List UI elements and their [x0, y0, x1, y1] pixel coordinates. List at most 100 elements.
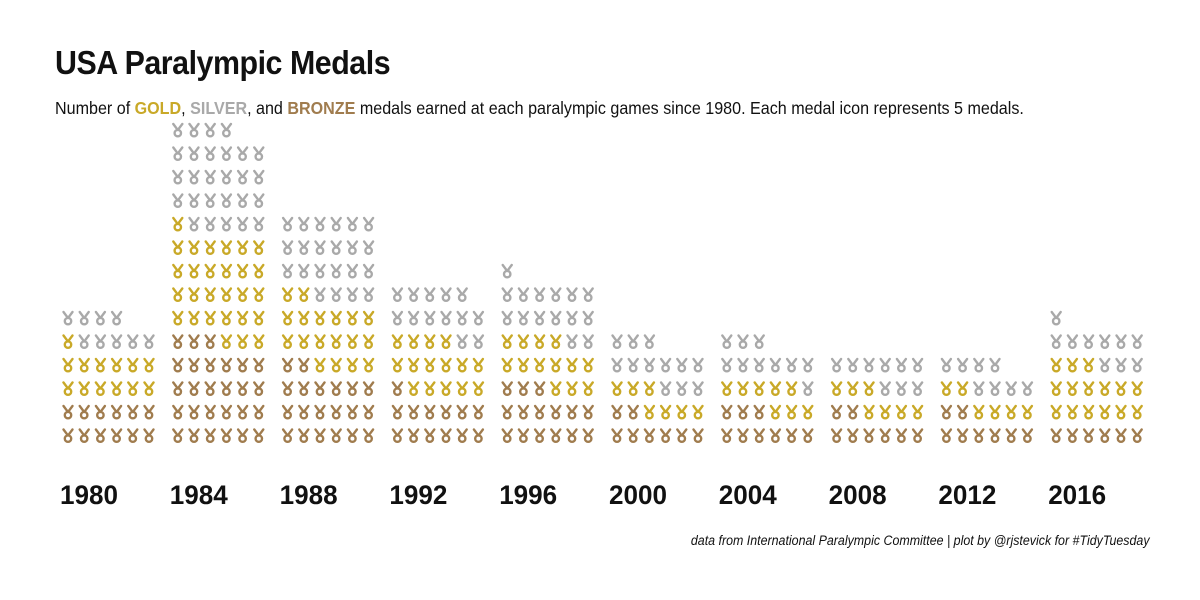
gold-medal-icon — [440, 334, 452, 349]
silver-medal-icon — [236, 146, 249, 162]
gold-medal-icon — [472, 357, 485, 373]
gold-medal-icon — [62, 381, 74, 396]
gold-medal-icon — [236, 263, 249, 279]
silver-medal-icon — [973, 357, 985, 373]
bronze-medal-icon — [973, 428, 985, 443]
silver-medal-icon — [550, 310, 562, 326]
silver-medal-icon — [253, 193, 265, 209]
gold-medal-icon — [550, 357, 562, 373]
silver-medal-icon — [1099, 334, 1111, 349]
gold-medal-icon — [143, 357, 155, 373]
bronze-medal-icon — [753, 404, 765, 420]
bronze-medal-icon — [550, 404, 562, 420]
silver-medal-icon — [456, 334, 468, 349]
bronze-medal-icon — [676, 428, 688, 443]
year-label-1980: 1980 — [60, 480, 118, 510]
gold-medal-icon — [346, 310, 359, 326]
silver-medal-icon — [582, 334, 594, 349]
gold-medal-icon — [407, 381, 420, 396]
gold-medal-icon — [501, 357, 513, 373]
gold-medal-icon — [188, 263, 200, 279]
silver-medal-icon — [737, 334, 749, 349]
bronze-medal-icon — [391, 404, 404, 420]
bronze-medal-icon — [582, 428, 594, 443]
bronze-medal-icon — [550, 428, 562, 443]
bronze-medal-icon — [1082, 428, 1095, 443]
bronze-medal-icon — [440, 404, 452, 420]
gold-medal-icon — [127, 381, 139, 396]
silver-medal-icon — [1021, 381, 1034, 396]
silver-medal-icon — [440, 310, 452, 326]
gold-medal-icon — [582, 357, 594, 373]
bronze-medal-icon — [172, 381, 184, 396]
gold-medal-icon — [236, 240, 249, 256]
silver-medal-icon — [94, 334, 107, 349]
gold-medal-icon — [1050, 404, 1062, 420]
silver-medal-icon — [1131, 334, 1143, 349]
bronze-medal-icon — [330, 381, 342, 396]
bronze-medal-icon — [346, 404, 359, 420]
silver-medal-icon — [940, 357, 953, 373]
silver-medal-icon — [973, 381, 985, 396]
silver-medal-icon — [1050, 310, 1062, 326]
bronze-medal-icon — [659, 428, 672, 443]
bronze-medal-icon — [314, 428, 326, 443]
silver-medal-icon — [550, 287, 562, 302]
silver-medal-icon — [362, 240, 375, 256]
legend-silver: SILVER — [190, 98, 248, 118]
bronze-medal-icon — [236, 428, 249, 443]
gold-medal-icon — [785, 381, 798, 396]
bronze-medal-icon — [737, 428, 749, 443]
bronze-medal-icon — [204, 334, 216, 349]
bronze-medal-icon — [879, 428, 891, 443]
gold-medal-icon — [830, 381, 843, 396]
subtitle-prefix: Number of — [55, 98, 135, 118]
gold-medal-icon — [1082, 404, 1095, 420]
bronze-medal-icon — [1050, 428, 1062, 443]
gold-medal-icon — [692, 404, 704, 420]
gold-medal-icon — [62, 334, 74, 349]
bronze-medal-icon — [989, 428, 1001, 443]
silver-medal-icon — [346, 263, 359, 279]
gold-medal-icon — [785, 404, 798, 420]
bronze-medal-icon — [172, 428, 184, 443]
gold-medal-icon — [424, 334, 436, 349]
bronze-medal-icon — [362, 428, 375, 443]
gold-medal-icon — [94, 381, 107, 396]
silver-medal-icon — [391, 310, 404, 326]
gold-medal-icon — [236, 334, 249, 349]
subtitle-sep2: , and — [247, 98, 288, 118]
gold-medal-icon — [611, 381, 623, 396]
silver-medal-icon — [172, 169, 184, 185]
silver-medal-icon — [424, 310, 436, 326]
silver-medal-icon — [611, 334, 623, 349]
gold-medal-icon — [253, 287, 265, 302]
gold-medal-icon — [1066, 357, 1079, 373]
silver-medal-icon — [659, 381, 672, 396]
silver-medal-icon — [721, 334, 733, 349]
silver-medal-icon — [830, 357, 843, 373]
silver-medal-icon — [407, 287, 420, 302]
silver-medal-icon — [253, 169, 265, 185]
gold-medal-icon — [517, 334, 530, 349]
gold-medal-icon — [1082, 357, 1095, 373]
bronze-medal-icon — [220, 404, 233, 420]
silver-medal-icon — [753, 334, 765, 349]
bronze-medal-icon — [611, 404, 623, 420]
silver-medal-icon — [281, 263, 294, 279]
silver-medal-icon — [989, 357, 1001, 373]
bronze-medal-icon — [1005, 428, 1017, 443]
bronze-medal-icon — [391, 381, 404, 396]
bronze-medal-icon — [220, 357, 233, 373]
gold-medal-icon — [314, 357, 326, 373]
bronze-medal-icon — [143, 404, 155, 420]
silver-medal-icon — [188, 122, 200, 138]
silver-medal-icon — [143, 334, 155, 349]
gold-medal-icon — [204, 240, 216, 256]
bronze-medal-icon — [94, 404, 107, 420]
year-group-2004 — [721, 334, 814, 443]
bronze-medal-icon — [78, 428, 90, 443]
silver-medal-icon — [110, 310, 123, 326]
gold-medal-icon — [204, 287, 216, 302]
bronze-medal-icon — [391, 428, 404, 443]
